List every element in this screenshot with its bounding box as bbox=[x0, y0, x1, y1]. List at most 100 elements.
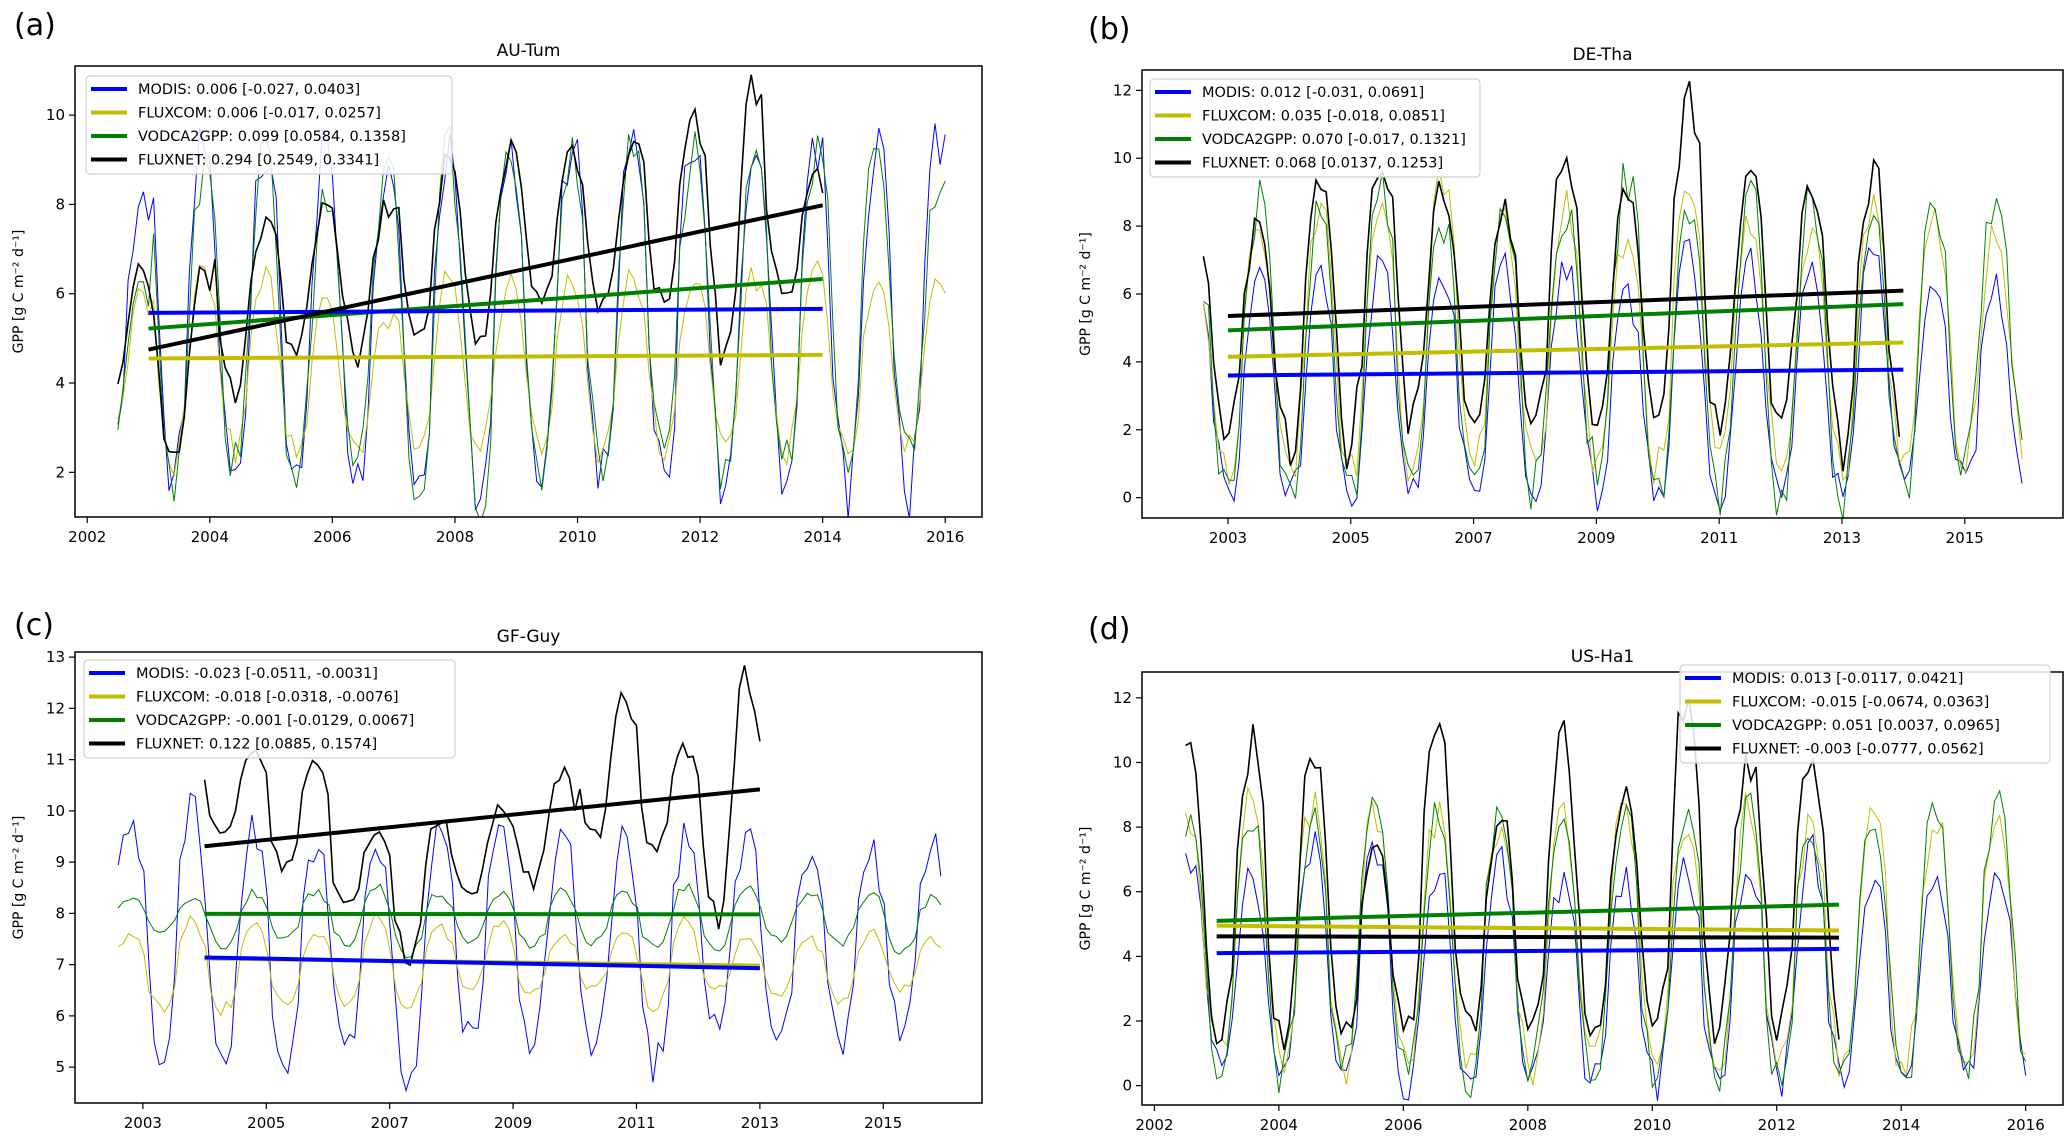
legend-entry-vodca2gpp: VODCA2GPP: 0.070 [-0.017, 0.1321] bbox=[1202, 132, 1466, 148]
legend-entry-modis: MODIS: 0.013 [-0.0117, 0.0421] bbox=[1732, 671, 1963, 687]
y-tick-label: 2 bbox=[55, 463, 65, 481]
panel-label-c: (c) bbox=[14, 608, 54, 643]
y-tick-label: 6 bbox=[55, 1007, 65, 1025]
y-tick-label: 0 bbox=[1122, 1077, 1132, 1095]
x-tick-label: 2007 bbox=[1454, 529, 1492, 547]
panel-label-a: (a) bbox=[14, 8, 56, 43]
x-tick-label: 2009 bbox=[1577, 529, 1615, 547]
chart-title: GF-Guy bbox=[497, 627, 561, 647]
legend-entry-fluxnet: FLUXNET: 0.294 [0.2549, 0.3341] bbox=[138, 153, 379, 169]
y-tick-label: 13 bbox=[46, 648, 65, 666]
x-tick-label: 2012 bbox=[1758, 1116, 1796, 1134]
y-axis-label: GPP [g C m⁻² d⁻¹] bbox=[11, 230, 27, 354]
x-tick-label: 2004 bbox=[1260, 1116, 1298, 1134]
series-line-fluxnet bbox=[1185, 698, 1840, 1051]
x-tick-label: 2016 bbox=[926, 528, 964, 546]
plot-frame bbox=[74, 65, 983, 518]
trend-line-fluxnet bbox=[1216, 934, 1839, 940]
trend-line-modis bbox=[1227, 367, 1904, 378]
x-tick-label: 2014 bbox=[1882, 1116, 1920, 1134]
legend-entry-vodca2gpp: VODCA2GPP: -0.001 [-0.0129, 0.0067] bbox=[136, 713, 414, 729]
y-tick-label: 6 bbox=[55, 285, 65, 303]
x-tick-label: 2013 bbox=[1823, 529, 1861, 547]
panel-de-tha: DE-Tha GPP [g C m⁻² d⁻¹] 2003 2005 2007 2009 2… bbox=[1078, 45, 2064, 547]
x-tick-label: 2011 bbox=[1700, 529, 1738, 547]
trend-line-vodca2gpp bbox=[1216, 902, 1840, 923]
y-tick-label: 0 bbox=[1122, 489, 1132, 507]
x-tick-label: 2002 bbox=[68, 528, 106, 546]
trend-line-vodca2gpp bbox=[1227, 302, 1904, 333]
trend-line-fluxnet bbox=[148, 203, 824, 352]
series-line-modis bbox=[1185, 831, 2027, 1101]
x-tick-label: 2002 bbox=[1135, 1116, 1173, 1134]
chart-title: AU-Tum bbox=[497, 41, 561, 61]
legend-entry-fluxnet: FLUXNET: 0.122 [0.0885, 0.1574] bbox=[136, 737, 377, 753]
y-tick-label: 4 bbox=[1122, 353, 1132, 371]
legend-entry-fluxcom: FLUXCOM: -0.015 [-0.0674, 0.0363] bbox=[1732, 695, 1989, 711]
trend-line-fluxcom bbox=[148, 352, 823, 361]
legend-entry-modis: MODIS: 0.012 [-0.031, 0.0691] bbox=[1202, 85, 1424, 101]
y-tick-label: 7 bbox=[55, 956, 65, 974]
x-tick-label: 2010 bbox=[1633, 1116, 1671, 1134]
chart-title: DE-Tha bbox=[1573, 45, 1633, 65]
series-line-vodca2gpp bbox=[117, 882, 942, 959]
x-tick-label: 2014 bbox=[804, 528, 842, 546]
panel-au-tum: AU-Tum GPP [g C m⁻² d⁻¹] 2002 2004 2006 2008 2… bbox=[11, 41, 983, 546]
y-tick-label: 2 bbox=[1122, 1012, 1132, 1030]
series-line-fluxnet bbox=[203, 665, 761, 967]
x-tick-label: 2007 bbox=[371, 1114, 409, 1132]
panel-us-ha1: US-Ha1 GPP [g C m⁻² d⁻¹] 2002 2004 2006 2008 2… bbox=[1078, 647, 2064, 1134]
chart-title: US-Ha1 bbox=[1571, 647, 1634, 667]
legend-entry-vodca2gpp: VODCA2GPP: 0.051 [0.0037, 0.0965] bbox=[1732, 718, 2000, 734]
x-tick-label: 2015 bbox=[1946, 529, 1984, 547]
y-tick-label: 6 bbox=[1122, 883, 1132, 901]
series-line-vodca2gpp bbox=[1185, 789, 2027, 1099]
y-axis-label: GPP [g C m⁻² d⁻¹] bbox=[11, 816, 27, 940]
series-line-vodca2gpp bbox=[117, 124, 946, 517]
legend-entry-fluxcom: FLUXCOM: 0.006 [-0.017, 0.0257] bbox=[138, 106, 381, 122]
panel-label-d: (d) bbox=[1088, 612, 1131, 647]
y-tick-label: 10 bbox=[46, 802, 65, 820]
y-tick-label: 10 bbox=[46, 106, 65, 124]
panel-label-b: (b) bbox=[1088, 12, 1131, 47]
x-tick-label: 2008 bbox=[1509, 1116, 1547, 1134]
x-tick-label: 2005 bbox=[1332, 529, 1370, 547]
x-tick-label: 2008 bbox=[436, 528, 474, 546]
legend-entry-fluxnet: FLUXNET: 0.068 [0.0137, 0.1253] bbox=[1202, 156, 1443, 172]
plot-frame bbox=[1141, 671, 2064, 1106]
y-tick-label: 12 bbox=[1113, 81, 1132, 99]
trend-line-fluxcom bbox=[1216, 923, 1839, 933]
legend-entry-modis: MODIS: -0.023 [-0.0511, -0.0031] bbox=[136, 666, 378, 682]
x-tick-label: 2003 bbox=[124, 1114, 162, 1132]
x-tick-label: 2010 bbox=[558, 528, 596, 546]
y-axis-label: GPP [g C m⁻² d⁻¹] bbox=[1078, 232, 1094, 356]
y-tick-label: 8 bbox=[1122, 217, 1132, 235]
y-tick-label: 8 bbox=[55, 195, 65, 213]
trend-line-vodca2gpp bbox=[204, 911, 760, 917]
y-tick-label: 11 bbox=[46, 751, 65, 769]
legend-entry-vodca2gpp: VODCA2GPP: 0.099 [0.0584, 0.1358] bbox=[138, 129, 406, 145]
x-tick-label: 2015 bbox=[864, 1114, 902, 1132]
x-tick-label: 2013 bbox=[741, 1114, 779, 1132]
panel-gf-guy: GF-Guy GPP [g C m⁻² d⁻¹] 2003 2005 2007 2009 2… bbox=[11, 627, 983, 1132]
x-tick-label: 2011 bbox=[617, 1114, 655, 1132]
trend-line-fluxnet bbox=[204, 787, 761, 849]
legend: MODIS: 0.012 [-0.031, 0.0691] FLUXCOM: 0.… bbox=[1149, 78, 1481, 178]
y-tick-label: 9 bbox=[55, 853, 65, 871]
trend-line-modis bbox=[204, 955, 760, 971]
x-tick-label: 2012 bbox=[681, 528, 719, 546]
y-tick-label: 10 bbox=[1113, 149, 1132, 167]
y-tick-label: 6 bbox=[1122, 285, 1132, 303]
y-tick-label: 10 bbox=[1113, 753, 1132, 771]
legend: MODIS: -0.023 [-0.0511, -0.0031] FLUXCOM:… bbox=[83, 659, 456, 759]
plot-frame bbox=[74, 651, 983, 1104]
legend-entry-fluxcom: FLUXCOM: 0.035 [-0.018, 0.0851] bbox=[1202, 109, 1445, 125]
trend-line-vodca2gpp bbox=[148, 277, 823, 331]
y-tick-label: 2 bbox=[1122, 421, 1132, 439]
x-tick-label: 2006 bbox=[313, 528, 351, 546]
x-tick-label: 2009 bbox=[494, 1114, 532, 1132]
y-tick-label: 12 bbox=[46, 699, 65, 717]
legend-entry-fluxcom: FLUXCOM: -0.018 [-0.0318, -0.0076] bbox=[136, 690, 399, 706]
legend-entry-fluxnet: FLUXNET: -0.003 [-0.0777, 0.0562] bbox=[1732, 742, 1984, 758]
